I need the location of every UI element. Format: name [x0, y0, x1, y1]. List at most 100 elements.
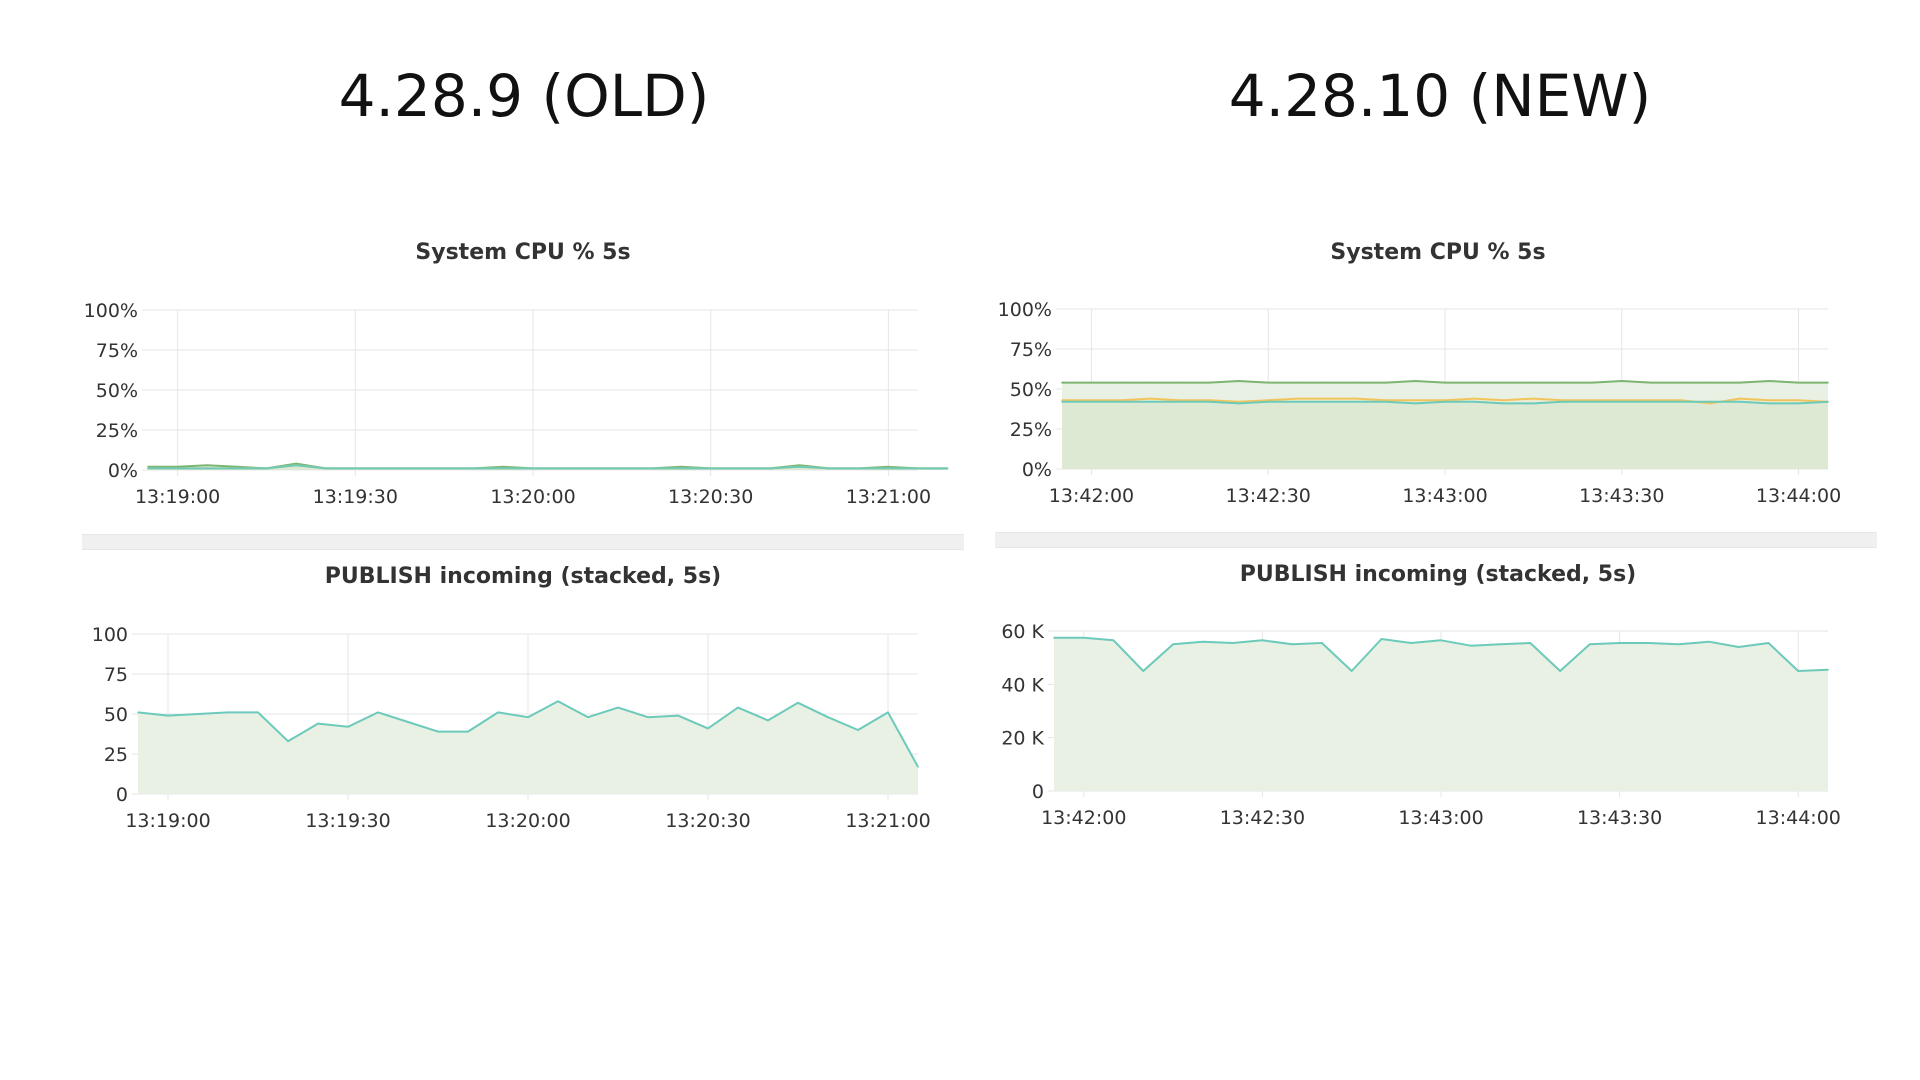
new-cpu-series-1-point — [1503, 399, 1505, 402]
new-cpu-series-1-point — [1414, 399, 1417, 402]
old-publish-series-0-point — [377, 711, 379, 714]
new-cpu-series-2-point — [1326, 401, 1328, 403]
new-cpu-series-0-point — [1061, 381, 1063, 384]
old-cpu-chart-title: System CPU % 5s — [415, 240, 631, 265]
new-cpu-series-1-point — [1090, 399, 1093, 402]
new-cpu-series-2-point — [1650, 401, 1652, 403]
old-cpu-series-0-point — [680, 466, 682, 468]
old-cpu-series-2-point — [502, 467, 505, 470]
old-publish-series-0-point — [497, 711, 499, 714]
old-publish-series-0-point — [857, 729, 859, 731]
new-publish-series-0-point — [1350, 670, 1353, 672]
new-cpu-series-1-area — [1062, 398, 1828, 469]
panel-separator-new — [995, 532, 1877, 548]
old-cpu-series-0-point — [176, 466, 179, 468]
new-cpu-series-1-point — [1562, 399, 1564, 402]
new-publish-series-0-point — [1767, 642, 1770, 644]
old-publish-series-0-point — [647, 716, 649, 718]
new-version-title: 4.28.10 (NEW) — [1228, 62, 1652, 130]
old-cpu-series-2-point — [917, 467, 919, 470]
new-cpu-series-1-point — [1061, 399, 1063, 402]
old-cpu-series-2-point — [650, 467, 653, 470]
new-publish-series-0-point — [1291, 643, 1293, 646]
new-publish-series-0-point — [1737, 646, 1740, 648]
new-publish-series-0-point — [1142, 670, 1145, 672]
new-cpu-series-2-point — [1621, 401, 1623, 403]
new-publish-series-0-point — [1589, 643, 1591, 646]
new-cpu-series-2-point — [1120, 401, 1122, 403]
new-publish-series-0-point — [1529, 642, 1532, 644]
new-cpu-series-2-point — [1179, 401, 1181, 403]
old-publish-x-tick-label: 13:20:00 — [485, 810, 570, 832]
old-cpu-series-2-point — [236, 467, 238, 470]
new-cpu-series-2-point — [1238, 402, 1240, 405]
new-cpu-series-2-point — [1709, 401, 1711, 403]
old-publish-series-0-point — [887, 711, 889, 714]
new-publish-series-0-point — [1380, 638, 1383, 640]
old-cpu-series-2-point — [621, 467, 623, 470]
new-publish-chart-title: PUBLISH incoming (stacked, 5s) — [1239, 562, 1637, 587]
new-cpu-series-1-point — [1738, 397, 1741, 400]
old-cpu-series-2-point — [354, 467, 357, 470]
new-cpu-series-0-point — [1179, 381, 1181, 384]
old-cpu-series-0-point — [502, 466, 505, 468]
old-cpu-series-0-point — [236, 466, 238, 468]
old-cpu-series-2-point — [946, 467, 949, 470]
old-publish-series-0-point — [437, 730, 439, 733]
new-cpu-series-0-point — [1238, 380, 1240, 382]
new-cpu-series-2-point — [1296, 401, 1299, 403]
new-cpu-series-0-point — [1355, 381, 1358, 384]
new-cpu-y-tick-label: 25% — [1010, 419, 1052, 441]
old-publish-series-0-point — [767, 719, 769, 722]
new-cpu-series-2-point — [1355, 401, 1358, 403]
new-cpu-series-1-point — [1797, 399, 1800, 402]
new-publish-x-tick-label: 13:43:00 — [1398, 807, 1483, 829]
new-cpu-chart-title: System CPU % 5s — [1330, 240, 1546, 265]
new-cpu-series-0-point — [1679, 381, 1682, 384]
new-cpu-series-1-point — [1709, 402, 1711, 405]
old-cpu-series-2-point — [591, 467, 593, 470]
new-cpu-series-0-point — [1120, 381, 1122, 384]
old-cpu-series-2-point — [147, 467, 149, 470]
new-cpu-series-1-point — [1355, 397, 1358, 400]
new-cpu-series-2-area — [1062, 401, 1828, 469]
old-publish-series-0-point — [917, 766, 919, 768]
old-cpu-series-2-point — [858, 467, 860, 470]
new-cpu-x-tick-label: 13:43:00 — [1402, 485, 1487, 507]
new-cpu-series-0-point — [1827, 381, 1829, 384]
old-cpu-series-2-point — [532, 467, 534, 470]
old-publish-series-0-point — [527, 716, 529, 718]
new-publish-series-0-point — [1053, 636, 1055, 639]
old-publish-series-0-point — [707, 727, 709, 730]
new-cpu-y-tick-label: 0% — [1022, 459, 1052, 481]
new-publish-series-0-point — [1231, 642, 1234, 644]
old-publish-y-tick-label: 0 — [116, 784, 128, 806]
new-cpu-series-0-point — [1797, 381, 1800, 384]
old-cpu-series-2-point — [443, 467, 446, 470]
old-publish-y-tick-label: 100 — [92, 624, 128, 646]
new-cpu-series-1-point — [1149, 397, 1152, 400]
new-cpu-series-1-point — [1179, 399, 1181, 402]
new-cpu-series-1-point — [1621, 399, 1623, 402]
new-cpu-series-1-point — [1267, 399, 1269, 402]
new-publish-x-tick-label: 13:43:30 — [1577, 807, 1662, 829]
new-cpu-series-2-point — [1768, 402, 1770, 405]
old-cpu-series-2-point — [413, 467, 416, 470]
new-cpu-series-2-point — [1444, 401, 1446, 403]
new-cpu-series-0-point — [1444, 381, 1446, 384]
old-publish-series-0-point — [557, 700, 559, 702]
old-publish-series-0-point — [197, 713, 199, 715]
new-publish-series-0-point — [1172, 643, 1174, 646]
old-publish-series-0-point — [467, 730, 469, 733]
new-cpu-series-2-point — [1061, 401, 1063, 403]
new-cpu-series-0-point — [1562, 381, 1564, 384]
old-publish-series-0-point — [287, 740, 289, 742]
new-publish-series-0-point — [1797, 670, 1799, 672]
new-cpu-series-0-point — [1267, 381, 1269, 384]
new-publish-x-tick-label: 13:44:00 — [1756, 807, 1841, 829]
new-cpu-series-1-point — [1296, 397, 1299, 400]
old-publish-y-tick-label: 50 — [104, 704, 128, 726]
old-cpu-series-2-point — [561, 467, 564, 470]
